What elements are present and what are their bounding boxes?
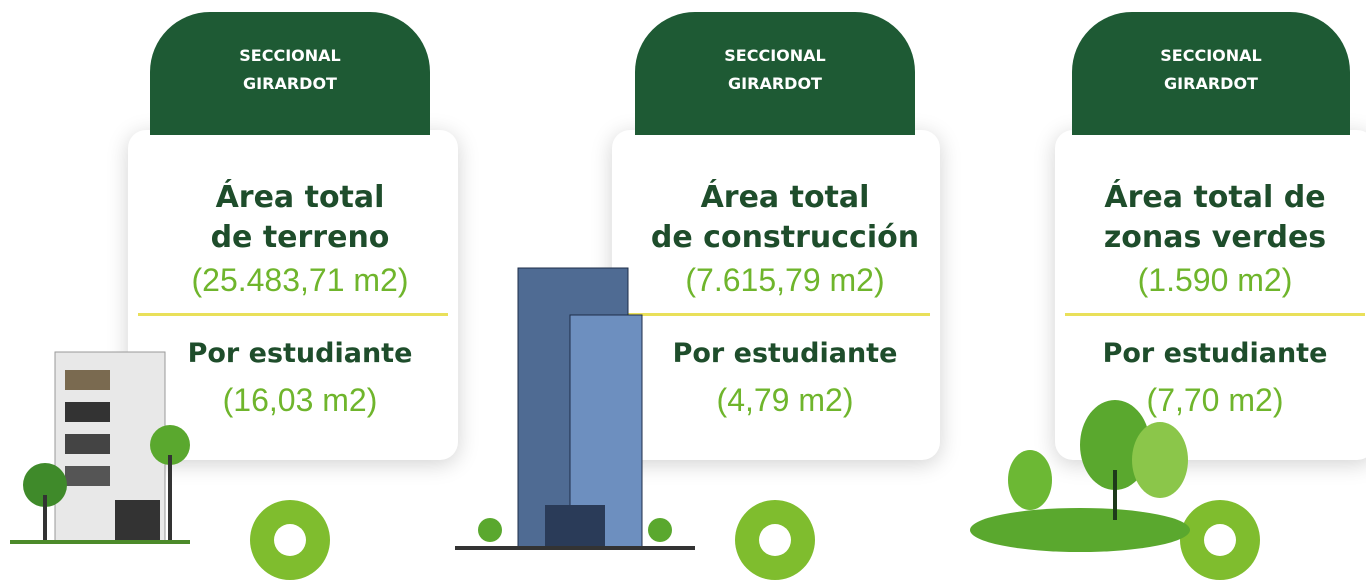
illustrations xyxy=(0,0,1366,583)
ring xyxy=(735,500,815,580)
ring xyxy=(1180,500,1260,580)
tower-illustration xyxy=(455,268,695,550)
building-illustration xyxy=(10,352,190,544)
infographic: SECCIONALGIRARDOTÁrea totalde terreno(25… xyxy=(0,0,1366,583)
trees-illustration xyxy=(970,400,1190,552)
ring xyxy=(250,500,330,580)
